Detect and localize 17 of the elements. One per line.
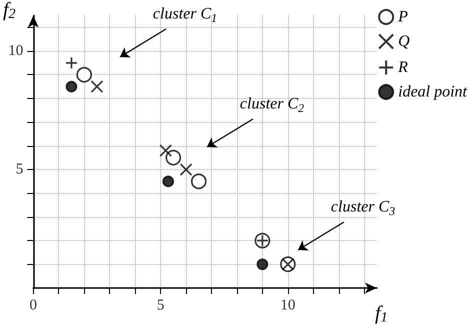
- point: [90, 80, 104, 93]
- point: [166, 150, 182, 166]
- point: [76, 66, 92, 83]
- legend-label: P: [397, 8, 408, 26]
- point: [180, 163, 192, 176]
- point: [65, 56, 78, 70]
- legend-label: R: [397, 59, 408, 76]
- legend-label: ideal point: [398, 84, 468, 100]
- point: [162, 176, 174, 188]
- point: [66, 80, 78, 92]
- point: [159, 144, 172, 157]
- legend-label: Q: [398, 33, 410, 50]
- x-tick-label: 5: [156, 298, 164, 314]
- x-tick-label: 10: [280, 298, 296, 314]
- x-tick-label: 0: [30, 298, 38, 314]
- point: [190, 174, 207, 190]
- point: [256, 258, 268, 270]
